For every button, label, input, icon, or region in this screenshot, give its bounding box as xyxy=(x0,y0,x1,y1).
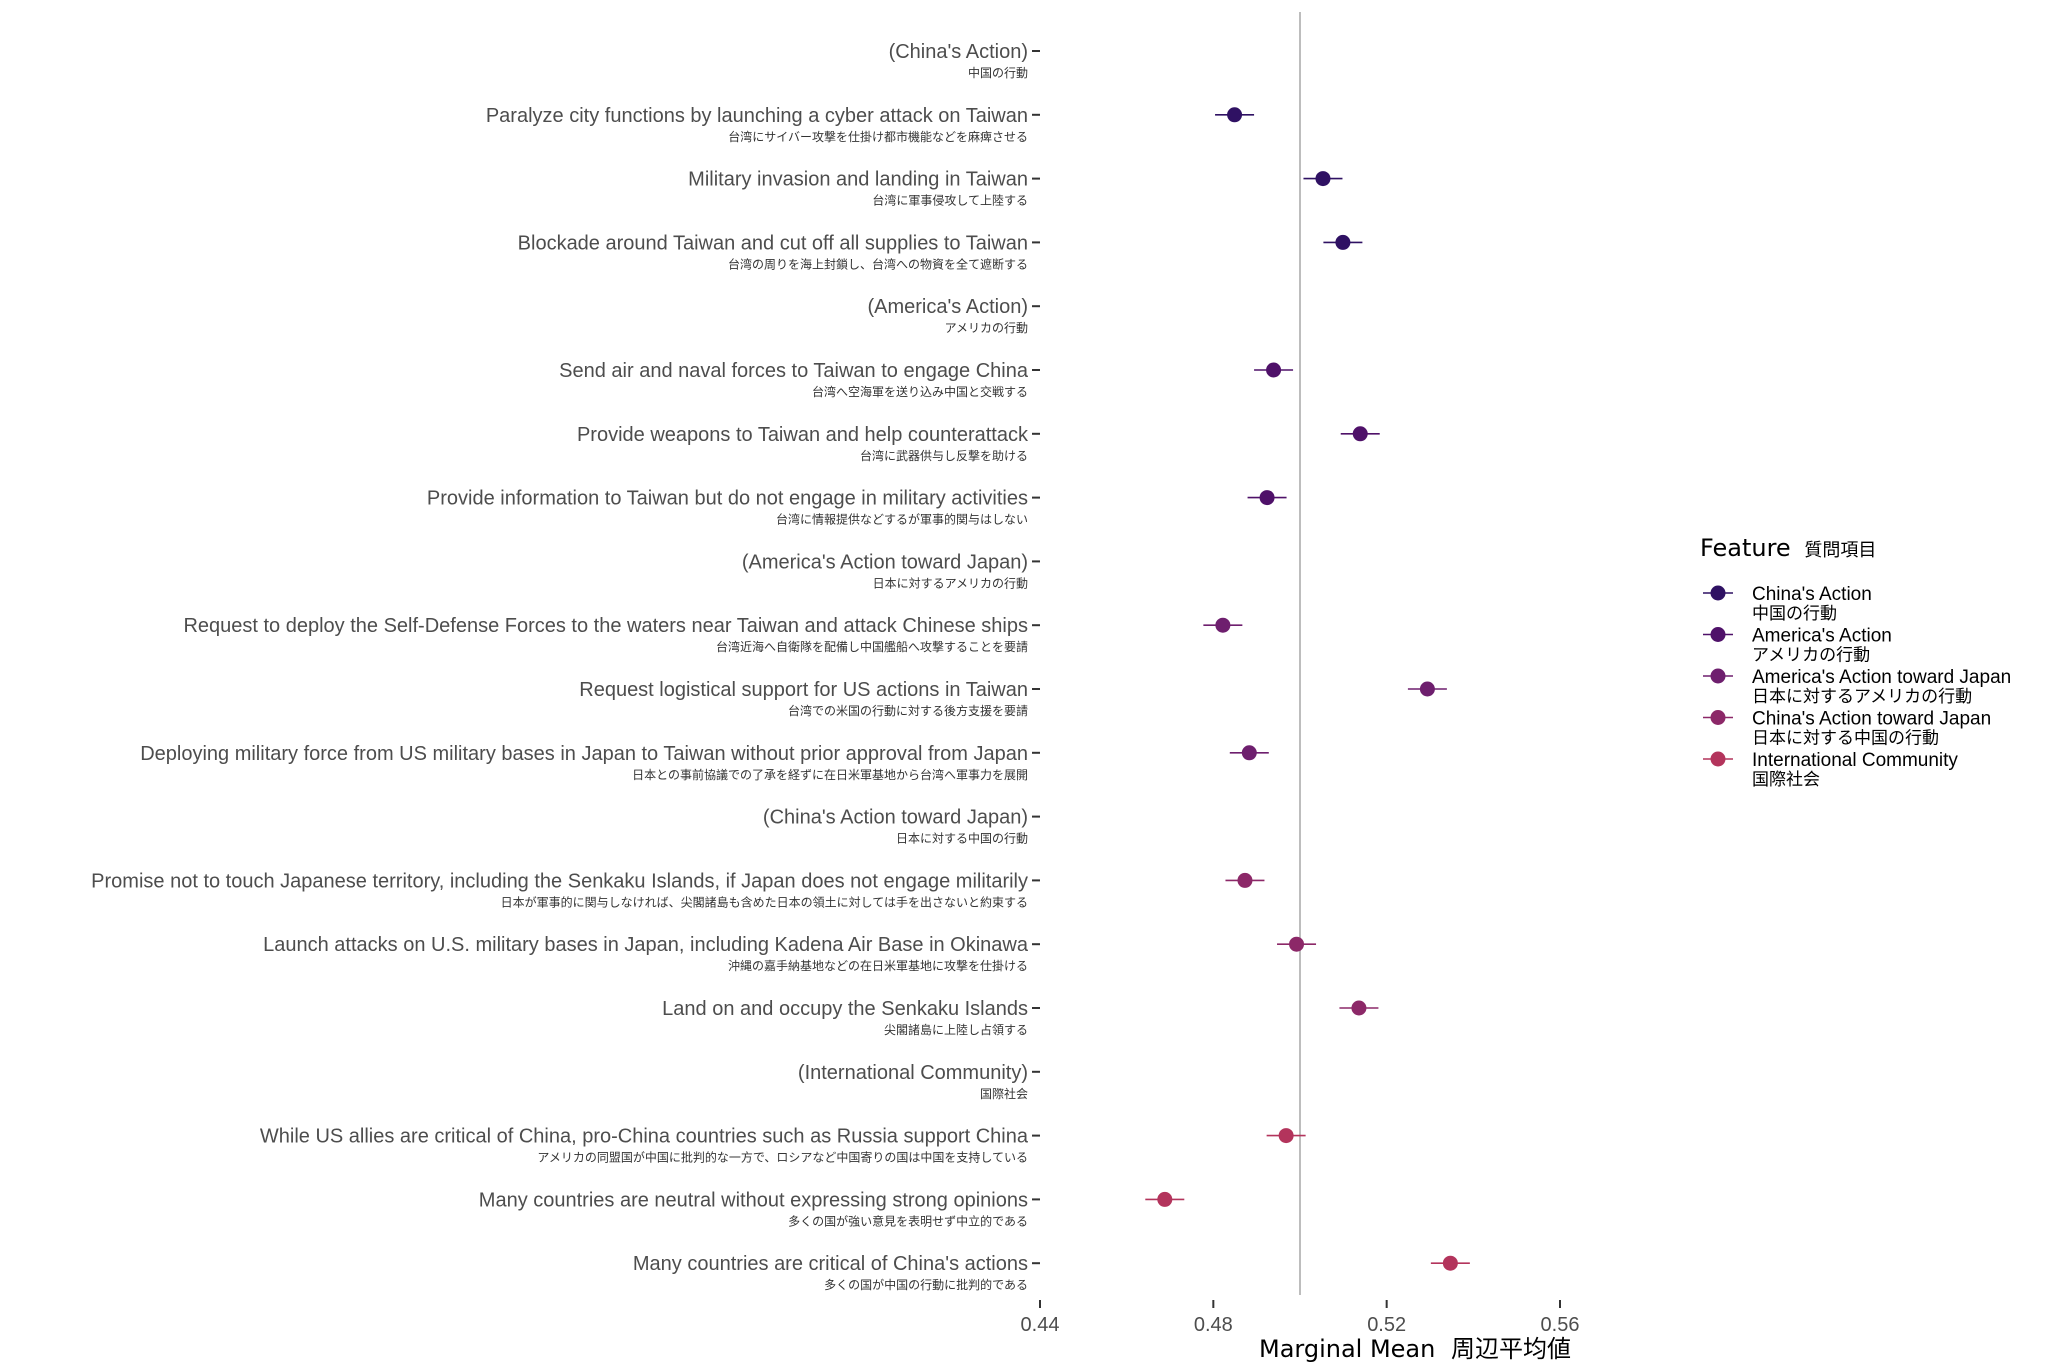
data-point xyxy=(1227,107,1243,123)
row-label-ja: 日本が軍事的に関与しなければ、尖閣諸島も含めた日本の領土に対しては手を出さないと… xyxy=(501,894,1028,909)
group-header-label-ja: 日本に対する中国の行動 xyxy=(896,831,1028,846)
data-point xyxy=(1241,745,1257,761)
legend-label: China's Action xyxy=(1752,584,1872,605)
row-label: Deploying military force from US militar… xyxy=(140,743,1028,765)
row-label-ja: 台湾での米国の行動に対する後方支援を要請 xyxy=(788,703,1028,718)
row-label-ja: 台湾近海へ自衛隊を配備し中国艦船へ攻撃することを要請 xyxy=(716,639,1028,654)
row-label: Request logistical support for US action… xyxy=(579,679,1028,701)
row-label-ja: 沖縄の嘉手納基地などの在日米軍基地に攻撃を仕掛ける xyxy=(728,958,1028,973)
legend-label-ja: 国際社会 xyxy=(1752,770,1820,790)
group-header-label: (America's Action toward Japan) xyxy=(742,551,1028,573)
legend-key-point xyxy=(1710,627,1726,642)
group-header-label: (China's Action toward Japan) xyxy=(763,807,1028,829)
row-label-ja: 尖閣諸島に上陸し占領する xyxy=(884,1022,1028,1037)
group-header-label-ja: 日本に対するアメリカの行動 xyxy=(873,576,1028,590)
data-point xyxy=(1266,362,1282,378)
group-header-label-ja: 国際社会 xyxy=(980,1086,1028,1101)
legend-key-point xyxy=(1710,585,1726,601)
group-header-label: (International Community) xyxy=(798,1062,1028,1084)
data-point xyxy=(1237,872,1253,888)
x-axis-title-ja: 周辺平均値 xyxy=(1451,1335,1571,1363)
data-point xyxy=(1289,936,1305,952)
data-points xyxy=(1145,107,1470,1271)
x-tick-label: 0.44 xyxy=(1021,1314,1060,1336)
legend: Feature 質問項目 China's Action中国の行動America'… xyxy=(1700,534,2011,790)
legend-title-ja: 質問項目 xyxy=(1804,540,1876,561)
data-point xyxy=(1215,617,1231,633)
row-label-ja: 台湾に情報提供などするが軍事的関与はしない xyxy=(776,512,1028,527)
group-header-label: (China's Action) xyxy=(889,41,1028,63)
row-label: Request to deploy the Self-Defense Force… xyxy=(183,615,1028,637)
row-label: Provide weapons to Taiwan and help count… xyxy=(577,424,1029,446)
group-header-label-ja: 中国の行動 xyxy=(968,65,1028,80)
legend-key-point xyxy=(1710,668,1726,684)
row-label-ja: アメリカの同盟国が中国に批判的な一方で、ロシアなど中国寄りの国は中国を支持してい… xyxy=(537,1150,1028,1165)
group-header-label-ja: アメリカの行動 xyxy=(945,321,1028,335)
row-label: Land on and occupy the Senkaku Islands xyxy=(662,998,1028,1020)
row-label: Paralyze city functions by launching a c… xyxy=(486,105,1028,127)
legend-title: Feature 質問項目 xyxy=(1700,534,1876,562)
legend-label: America's Action toward Japan xyxy=(1752,667,2011,688)
legend-label-ja: アメリカの行動 xyxy=(1752,646,1870,666)
row-label: Launch attacks on U.S. military bases in… xyxy=(263,934,1029,956)
legend-label-ja: 日本に対するアメリカの行動 xyxy=(1752,687,1972,707)
row-label: Military invasion and landing in Taiwan xyxy=(688,169,1028,191)
x-axis: 0.44 0.48 0.52 0.56 xyxy=(1021,1300,1580,1336)
x-axis-title: Marginal Mean 周辺平均値 xyxy=(1259,1335,1571,1363)
row-label: Many countries are critical of China's a… xyxy=(633,1253,1028,1275)
row-label-ja: 多くの国が強い意見を表明せず中立的である xyxy=(788,1213,1028,1228)
row-label-ja: 台湾の周りを海上封鎖し、台湾への物資を全て遮断する xyxy=(728,256,1028,271)
row-label: Many countries are neutral without expre… xyxy=(479,1189,1028,1211)
data-point xyxy=(1352,426,1368,442)
row-label: Send air and naval forces to Taiwan to e… xyxy=(559,360,1029,382)
group-header-label: (America's Action) xyxy=(867,296,1028,318)
legend-label: China's Action toward Japan xyxy=(1752,709,1991,730)
x-tick-label: 0.56 xyxy=(1541,1314,1580,1336)
row-label-ja: 台湾に武器供与し反撃を助ける xyxy=(860,448,1028,463)
row-label: Promise not to touch Japanese territory,… xyxy=(91,870,1028,892)
row-label-ja: 日本との事前協議での了承を経ずに在日米軍基地から台湾へ軍事力を展開 xyxy=(632,767,1028,782)
data-point xyxy=(1157,1191,1173,1207)
row-label: While US allies are critical of China, p… xyxy=(260,1126,1029,1148)
row-label-ja: 台湾にサイバー攻撃を仕掛け都市機能などを麻痺させる xyxy=(728,129,1028,144)
legend-title-en: Feature xyxy=(1700,534,1791,562)
row-label-ja: 台湾に軍事侵攻して上陸する xyxy=(872,193,1028,208)
data-point xyxy=(1351,1000,1367,1016)
row-label: Provide information to Taiwan but do not… xyxy=(427,488,1028,510)
legend-key-point xyxy=(1710,710,1726,725)
data-point xyxy=(1419,681,1435,697)
data-point xyxy=(1315,171,1331,187)
data-point xyxy=(1442,1255,1458,1271)
data-point xyxy=(1278,1128,1294,1144)
x-axis-title-en: Marginal Mean xyxy=(1259,1335,1435,1363)
legend-label: America's Action xyxy=(1752,626,1892,647)
y-axis-labels: (China's Action) 中国の行動 Paralyze city funct… xyxy=(91,41,1029,1292)
x-tick-label: 0.52 xyxy=(1367,1314,1406,1336)
row-label-ja: 多くの国が中国の行動に批判的である xyxy=(824,1277,1028,1292)
x-tick-label: 0.48 xyxy=(1194,1314,1233,1336)
data-point xyxy=(1335,234,1351,250)
legend-label: International Community xyxy=(1752,750,1958,771)
row-label-ja: 台湾へ空海軍を送り込み中国と交戦する xyxy=(812,384,1028,399)
legend-label-ja: 日本に対する中国の行動 xyxy=(1752,729,1939,749)
legend-label-ja: 中国の行動 xyxy=(1752,604,1837,624)
data-point xyxy=(1259,490,1275,506)
legend-key-point xyxy=(1710,751,1726,767)
row-label: Blockade around Taiwan and cut off all s… xyxy=(518,232,1028,254)
y-axis-ticks xyxy=(1032,50,1040,1265)
